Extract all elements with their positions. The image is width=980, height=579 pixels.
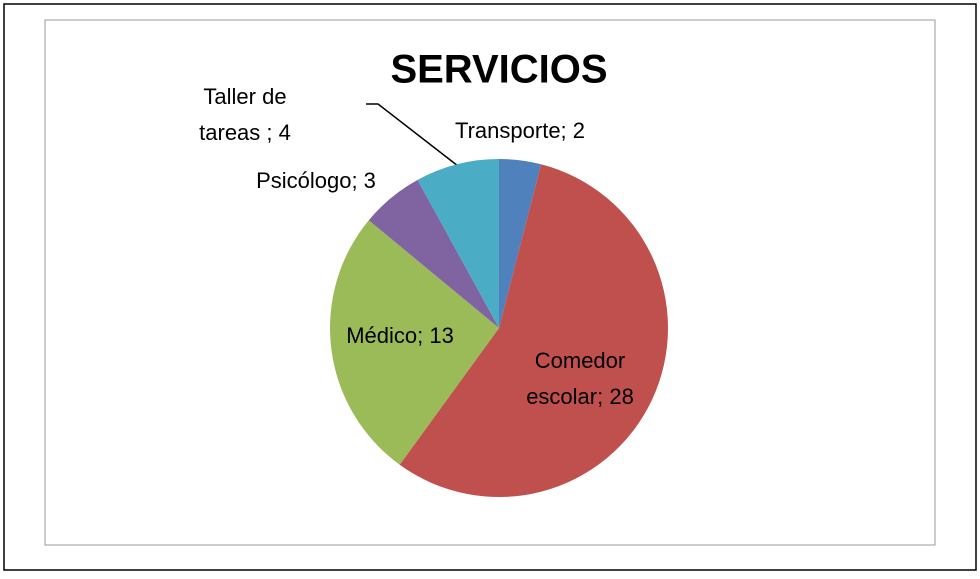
data-label: Transporte; 2 xyxy=(455,118,585,143)
data-label: Taller de xyxy=(203,84,286,109)
pie-slice xyxy=(417,159,499,328)
pie-slice xyxy=(499,159,542,328)
data-label: Psicólogo; 3 xyxy=(256,168,376,193)
chart-title: SERVICIOS xyxy=(390,48,607,92)
data-label: escolar; 28 xyxy=(526,384,634,409)
leader-line xyxy=(366,103,459,167)
data-label: Comedor xyxy=(535,348,625,373)
data-label: tareas ; 4 xyxy=(199,120,291,145)
data-label: Médico; 13 xyxy=(346,323,454,348)
pie-slice xyxy=(399,164,669,498)
pie-slice xyxy=(368,179,499,328)
pie-slice xyxy=(330,220,499,465)
